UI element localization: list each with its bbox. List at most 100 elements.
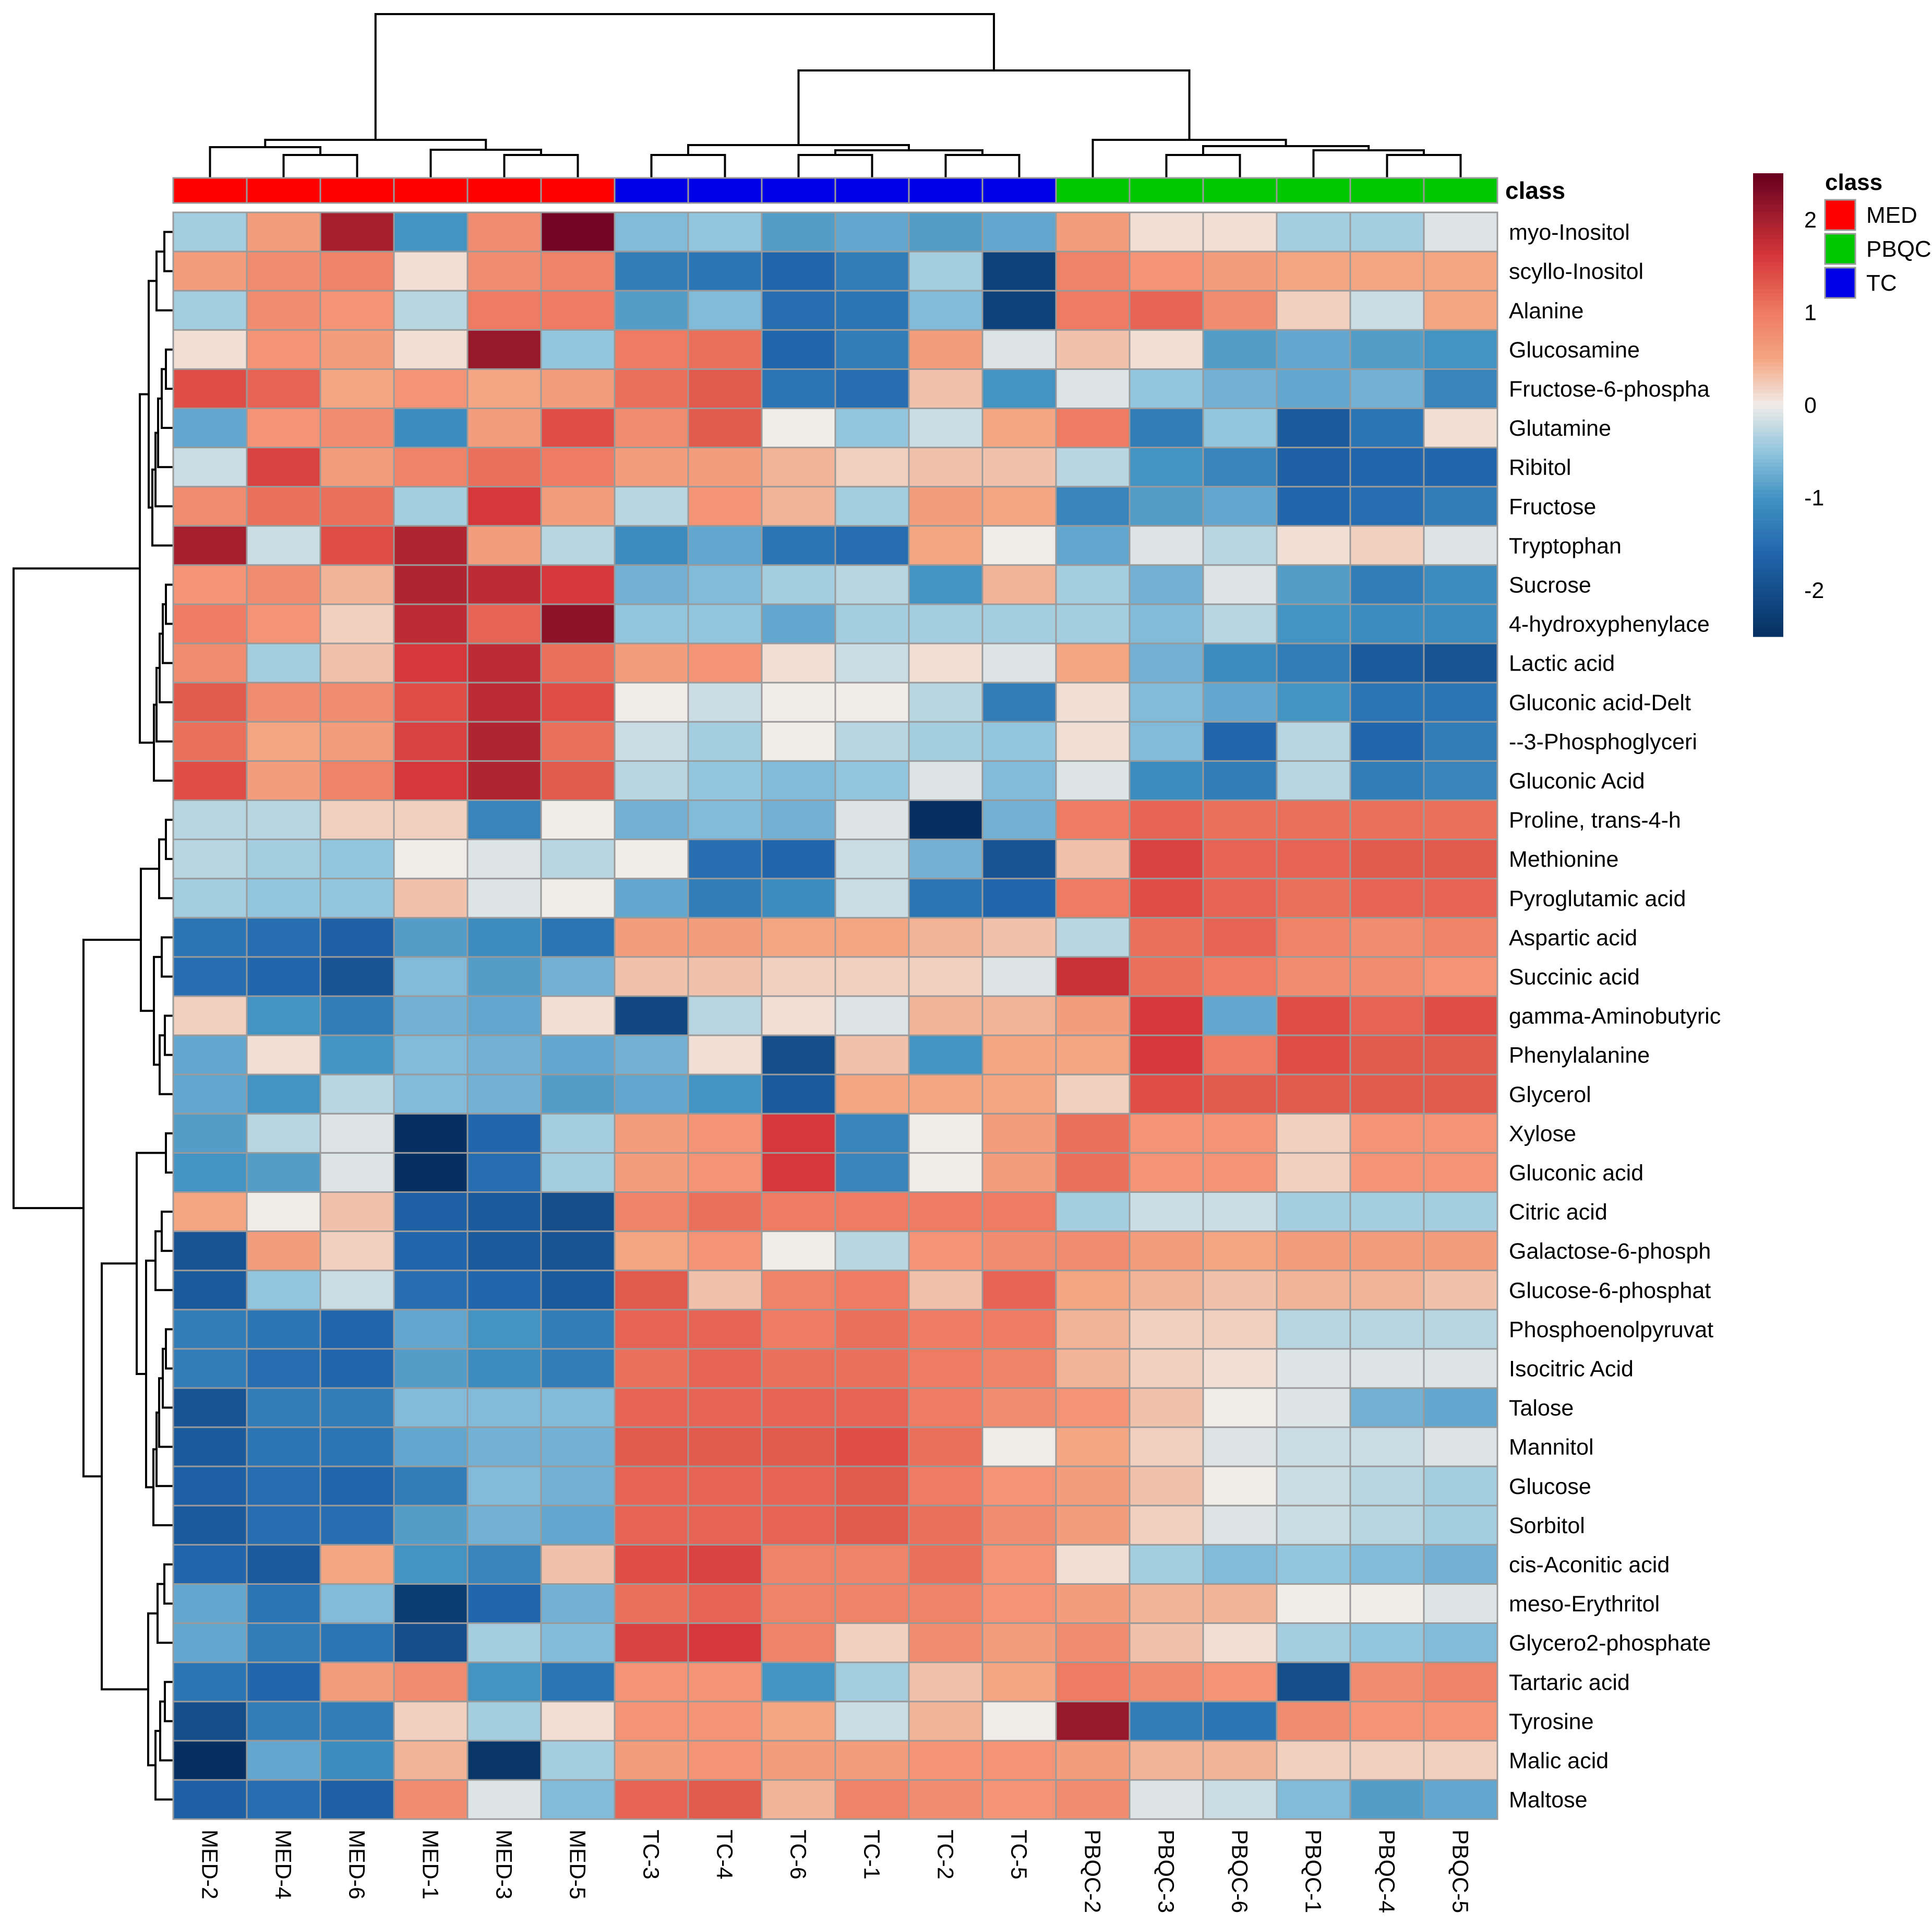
heatmap-cell xyxy=(614,1152,689,1193)
heatmap-cell xyxy=(540,917,616,958)
heatmap-cell xyxy=(393,878,469,919)
heatmap-cell xyxy=(540,839,616,880)
heatmap-cell xyxy=(1055,250,1131,292)
heatmap-cell xyxy=(540,1504,616,1546)
heatmap-cell xyxy=(1423,1740,1498,1781)
class-bar-cell xyxy=(1202,177,1278,204)
row-label: Maltose xyxy=(1509,1788,1588,1813)
heatmap-cell xyxy=(246,603,321,644)
heatmap-cell xyxy=(834,1309,910,1350)
heatmap-cell xyxy=(1055,211,1131,253)
heatmap-cell xyxy=(1129,329,1204,370)
color-key-tick: 2 xyxy=(1804,208,1817,233)
heatmap-cell xyxy=(172,486,248,527)
color-key-segment xyxy=(1753,320,1783,325)
heatmap-cell xyxy=(908,1073,983,1115)
heatmap-cell xyxy=(687,1465,763,1506)
heatmap-cell xyxy=(687,1113,763,1154)
heatmap-cell xyxy=(834,1583,910,1624)
color-key-segment xyxy=(1753,579,1783,583)
heatmap-cell xyxy=(834,525,910,566)
heatmap-cell xyxy=(319,1583,395,1624)
heatmap-cell xyxy=(981,1544,1057,1585)
heatmap-cell xyxy=(761,408,836,449)
heatmap-cell xyxy=(172,290,248,331)
heatmap-cell xyxy=(834,1152,910,1193)
heatmap-cell xyxy=(466,1544,542,1585)
color-key-segment xyxy=(1753,362,1783,367)
color-key-segment xyxy=(1753,571,1783,576)
heatmap-cell xyxy=(614,1387,689,1428)
column-label: TC-6 xyxy=(786,1830,811,1880)
heatmap-cell xyxy=(1349,329,1425,370)
heatmap-cell xyxy=(319,760,395,802)
heatmap-cell xyxy=(172,1034,248,1075)
dendrogram-link xyxy=(282,154,358,178)
color-key-segment xyxy=(1753,254,1783,259)
heatmap-cell xyxy=(393,917,469,958)
heatmap-cell xyxy=(1349,290,1425,331)
heatmap-cell xyxy=(246,1622,321,1664)
heatmap-cell xyxy=(908,1622,983,1664)
color-key-segment xyxy=(1753,605,1783,610)
color-key-segment xyxy=(1753,177,1783,182)
heatmap-cell xyxy=(614,760,689,802)
color-key-segment xyxy=(1753,629,1783,633)
dendrogram-link xyxy=(101,1262,148,1691)
heatmap-cell xyxy=(614,211,689,253)
heatmap-cell xyxy=(466,1387,542,1428)
heatmap-cell xyxy=(908,1152,983,1193)
heatmap-cell xyxy=(1202,408,1278,449)
heatmap-cell xyxy=(1349,250,1425,292)
color-key-segment xyxy=(1753,482,1783,486)
heatmap-cell xyxy=(614,721,689,762)
dendrogram-link xyxy=(650,154,726,178)
color-key-segment xyxy=(1753,617,1783,621)
heatmap-cell xyxy=(540,1583,616,1624)
heatmap-cell xyxy=(393,408,469,449)
heatmap-cell xyxy=(1423,603,1498,644)
heatmap-cell xyxy=(834,368,910,410)
heatmap-cell xyxy=(1055,603,1131,644)
heatmap-cell xyxy=(393,1779,469,1820)
heatmap-cell xyxy=(687,447,763,488)
heatmap-cell xyxy=(319,368,395,410)
heatmap-cell xyxy=(614,878,689,919)
heatmap-cell xyxy=(834,211,910,253)
heatmap-cell xyxy=(687,1504,763,1546)
column-dendrogram xyxy=(209,13,1462,178)
heatmap-cell xyxy=(908,447,983,488)
heatmap-cell xyxy=(761,878,836,919)
heatmap-cell xyxy=(393,1034,469,1075)
heatmap-cell xyxy=(319,1113,395,1154)
color-key-segment xyxy=(1753,262,1783,267)
heatmap-cell xyxy=(687,1191,763,1233)
dendrogram-link xyxy=(797,154,873,178)
heatmap-cell xyxy=(981,760,1057,802)
row-label: Alanine xyxy=(1509,298,1583,324)
dendrogram-link xyxy=(159,632,173,703)
heatmap-cell xyxy=(1129,486,1204,527)
heatmap-cell xyxy=(834,1779,910,1820)
heatmap-cell xyxy=(761,642,836,684)
heatmap-cell xyxy=(172,917,248,958)
row-label: 4-hydroxyphenylace xyxy=(1509,612,1710,637)
row-label: Pyroglutamic acid xyxy=(1509,886,1686,911)
heatmap-cell xyxy=(540,1230,616,1272)
heatmap-cell xyxy=(1202,839,1278,880)
heatmap-cell xyxy=(1055,1191,1131,1233)
heatmap-cell xyxy=(687,1348,763,1389)
heatmap-cell xyxy=(981,250,1057,292)
heatmap-cell xyxy=(1129,1073,1204,1115)
class-legend-swatch xyxy=(1824,233,1856,265)
heatmap-cell xyxy=(1349,956,1425,997)
heatmap-cell xyxy=(393,290,469,331)
class-legend-swatch xyxy=(1824,267,1856,299)
heatmap-cell xyxy=(1423,1113,1498,1154)
heatmap-cell xyxy=(687,1270,763,1311)
heatmap-cell xyxy=(687,1309,763,1350)
heatmap-cell xyxy=(1129,525,1204,566)
heatmap-cell xyxy=(981,1740,1057,1781)
heatmap-cell xyxy=(540,1426,616,1467)
heatmap-cell xyxy=(908,878,983,919)
